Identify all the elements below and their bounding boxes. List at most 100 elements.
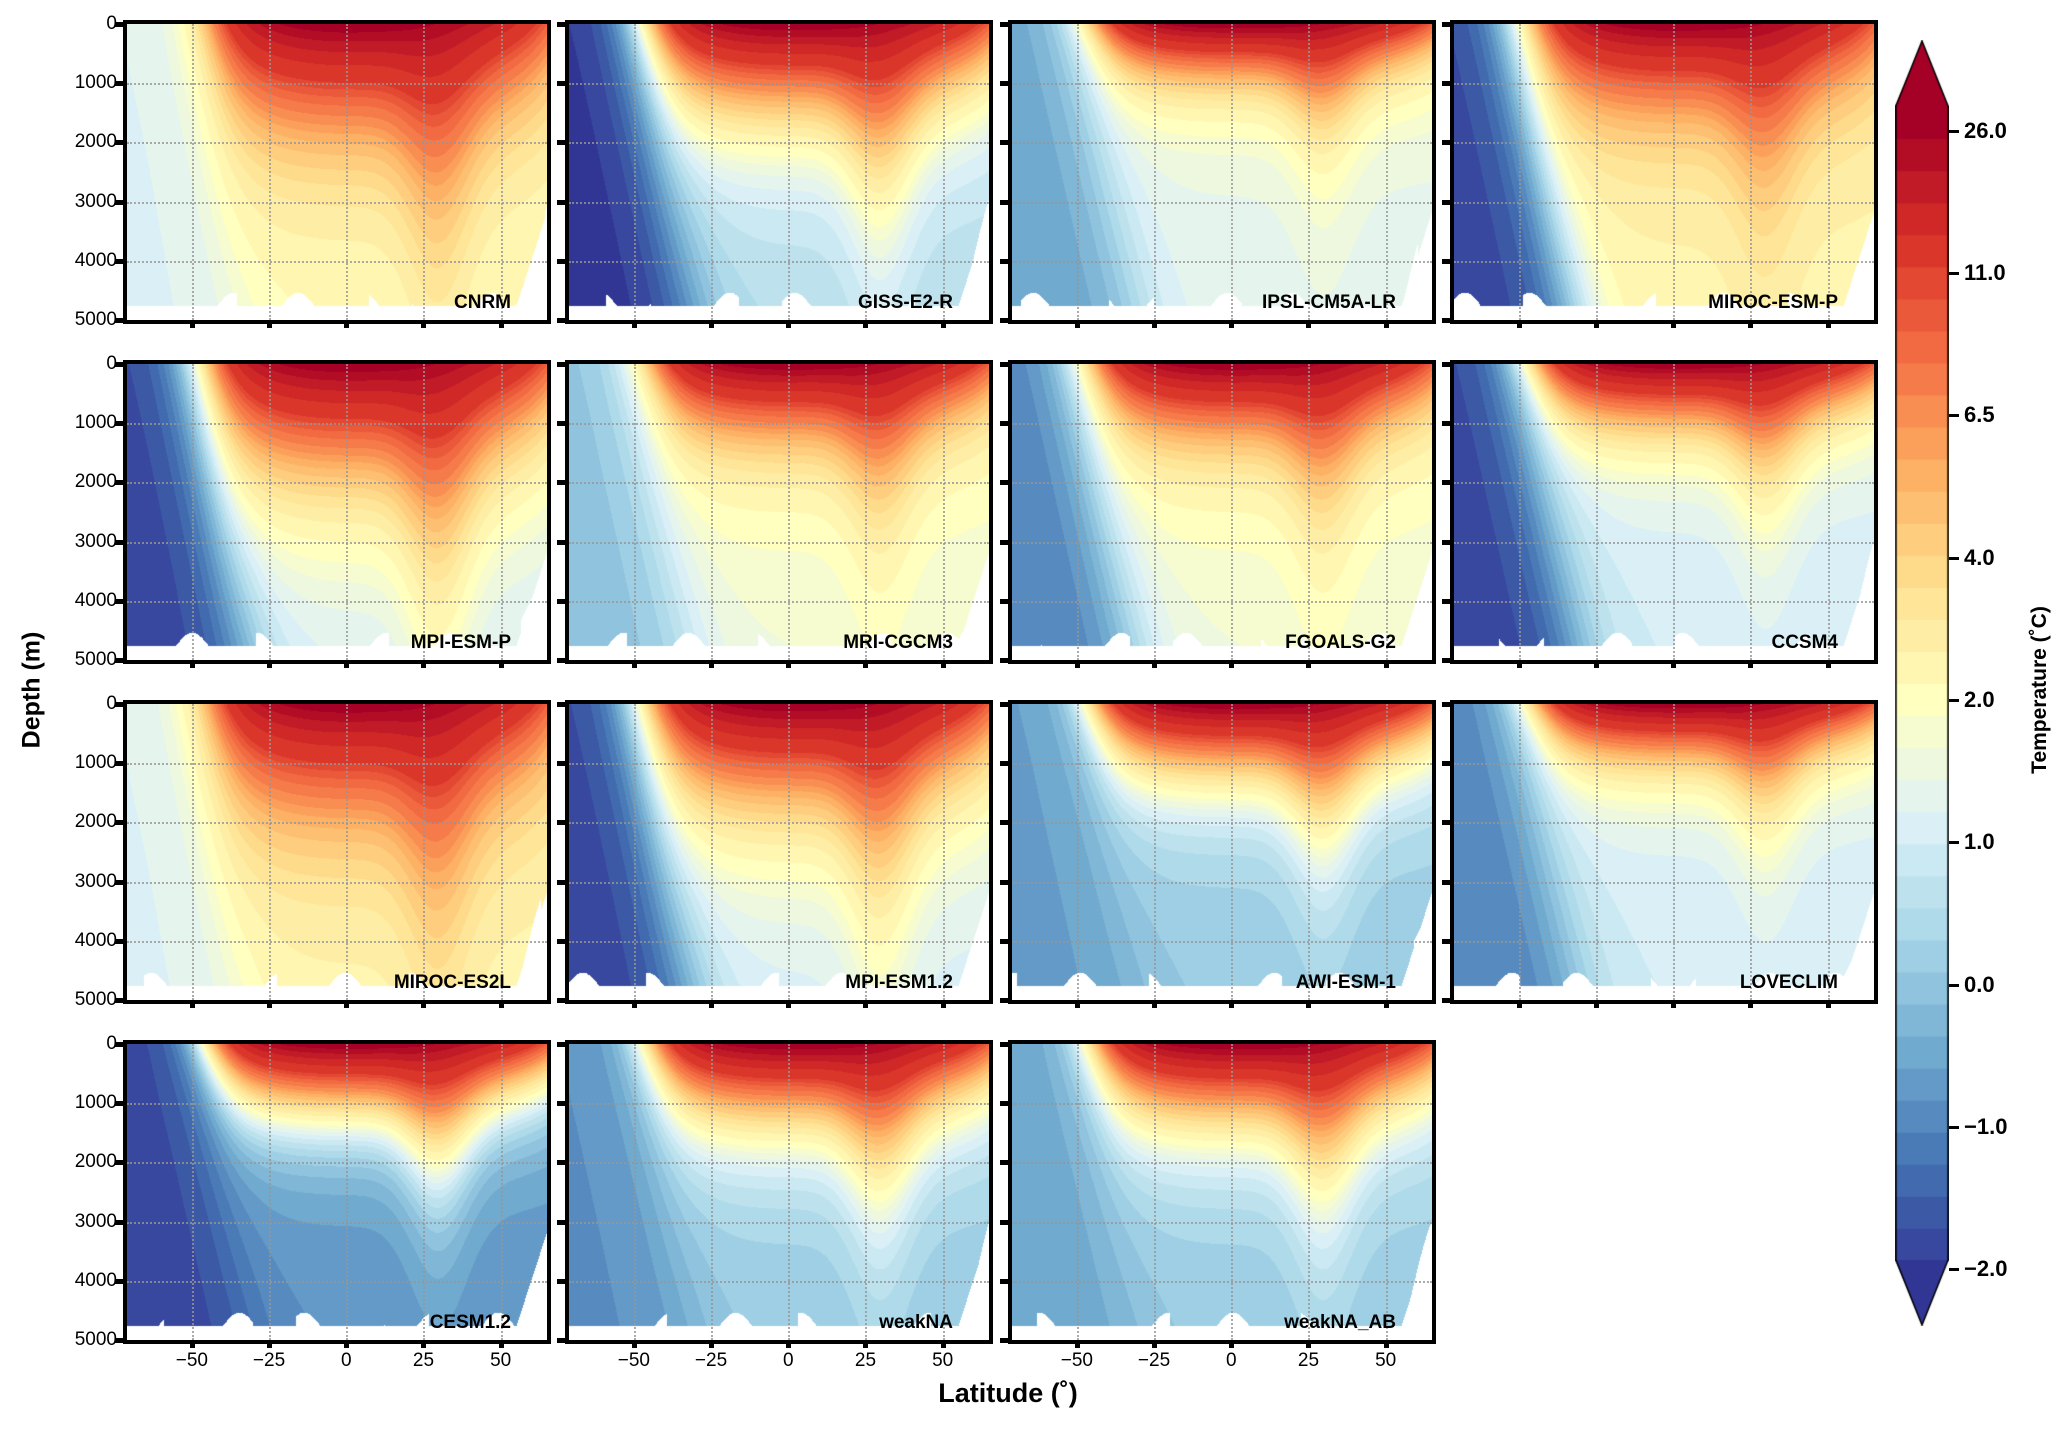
y-tick <box>115 1042 125 1047</box>
x-tick <box>709 320 715 328</box>
y-tick <box>557 81 567 87</box>
x-tick <box>421 1000 427 1008</box>
y-tick-label: 5000 <box>74 989 117 1010</box>
panel-loveclim: LOVECLIM <box>1442 700 1878 1008</box>
gridline-x <box>500 1044 503 1340</box>
y-tick-label: 3000 <box>74 530 117 552</box>
gridline-x <box>1596 364 1599 660</box>
x-tick <box>1383 1340 1389 1348</box>
x-tick <box>709 1340 715 1348</box>
gridline-x <box>1231 1044 1234 1340</box>
x-tick <box>1074 1340 1080 1348</box>
gridline-x <box>711 24 714 320</box>
x-tick <box>863 1000 869 1008</box>
y-tick-label: 0 <box>106 353 117 374</box>
gridline-y <box>1012 83 1432 86</box>
gridline-x <box>346 24 349 320</box>
gridline-x <box>942 364 945 660</box>
x-tick <box>1306 1340 1312 1348</box>
y-tick-label: 2000 <box>74 471 117 493</box>
y-tick <box>1000 820 1010 826</box>
y-tick <box>115 258 125 264</box>
temperature-field <box>127 24 547 320</box>
gridline-y <box>127 423 547 426</box>
x-tick <box>1594 320 1600 328</box>
gridline-y <box>569 881 989 884</box>
gridline-y <box>1454 260 1874 263</box>
panel-label: weakNA_AB <box>1284 1312 1396 1333</box>
x-tick <box>344 1340 350 1348</box>
gridline-y <box>1012 201 1432 204</box>
gridline-y <box>569 1103 989 1106</box>
gridline-y <box>1012 600 1432 603</box>
x-tick <box>940 1340 946 1348</box>
panel-label: CESM1.2 <box>429 1312 511 1333</box>
gridline-x <box>269 364 272 660</box>
panel-weakna-ab: −50 −25 0 25 50 weakNA_AB <box>1000 1040 1436 1371</box>
panel-awi-esm-1: AWI-ESM-1 <box>1000 700 1436 1008</box>
gridline-y <box>1012 822 1432 825</box>
x-tick <box>631 660 637 668</box>
gridline-y <box>127 822 547 825</box>
x-tick <box>863 320 869 328</box>
y-tick <box>115 421 125 427</box>
gridline-y <box>127 600 547 603</box>
x-tick <box>421 660 427 668</box>
gridline-x <box>865 24 868 320</box>
x-tick <box>1229 660 1235 668</box>
gridline-x <box>1154 364 1157 660</box>
y-tick <box>557 1101 567 1107</box>
gridline-y <box>1012 482 1432 485</box>
temperature-field <box>127 704 547 1000</box>
gridline-y <box>127 201 547 204</box>
panel-label: AWI-ESM-1 <box>1295 972 1396 993</box>
gridline-y <box>127 482 547 485</box>
x-tick <box>1594 1000 1600 1008</box>
y-tick-label: 4000 <box>74 249 117 271</box>
x-tick-label: −50 <box>175 1350 208 1371</box>
gridline-x <box>423 24 426 320</box>
gridline-y <box>1012 142 1432 145</box>
x-tick <box>940 320 946 328</box>
gridline-y <box>1012 763 1432 766</box>
y-tick <box>1000 140 1010 146</box>
colorbar-tick-label: 11.0 <box>1964 260 2006 285</box>
gridline-x <box>1750 704 1753 1000</box>
gridline-y <box>569 83 989 86</box>
gridline-x <box>788 704 791 1000</box>
gridline-y <box>1454 881 1874 884</box>
gridline-y <box>127 1221 547 1224</box>
x-tick <box>344 320 350 328</box>
gridline-x <box>1154 704 1157 1000</box>
x-tick <box>189 1340 195 1348</box>
x-tick <box>1229 1000 1235 1008</box>
gridline-x <box>1385 1044 1388 1340</box>
temperature-field <box>1454 364 1874 660</box>
x-tick <box>863 1340 869 1348</box>
panel-label: MPI-ESM1.2 <box>845 972 953 993</box>
x-tick <box>267 1340 273 1348</box>
y-tick <box>1442 362 1452 367</box>
y-tick <box>1000 81 1010 87</box>
gridline-x <box>788 24 791 320</box>
y-tick <box>557 22 567 27</box>
x-tick-label: 0 <box>340 1350 352 1371</box>
x-tick <box>709 660 715 668</box>
x-tick <box>1229 320 1235 328</box>
gridline-x <box>1154 1044 1157 1340</box>
gridline-y <box>1012 1280 1432 1283</box>
y-tick <box>1000 879 1010 885</box>
x-tick <box>631 1000 637 1008</box>
x-tick <box>421 1340 427 1348</box>
gridline-x <box>1827 24 1830 320</box>
temperature-field <box>1012 1044 1432 1340</box>
y-tick <box>115 1101 125 1107</box>
x-tick-label: −25 <box>1137 1350 1171 1371</box>
gridline-y <box>1012 881 1432 884</box>
y-tick <box>1442 879 1452 885</box>
gridline-x <box>711 704 714 1000</box>
colorbar-tick-label: 4.0 <box>1964 545 1995 570</box>
colorbar-tick-label: 1.0 <box>1964 829 1995 854</box>
y-tick <box>1000 539 1010 545</box>
x-tick-label: 0 <box>1225 1350 1237 1371</box>
